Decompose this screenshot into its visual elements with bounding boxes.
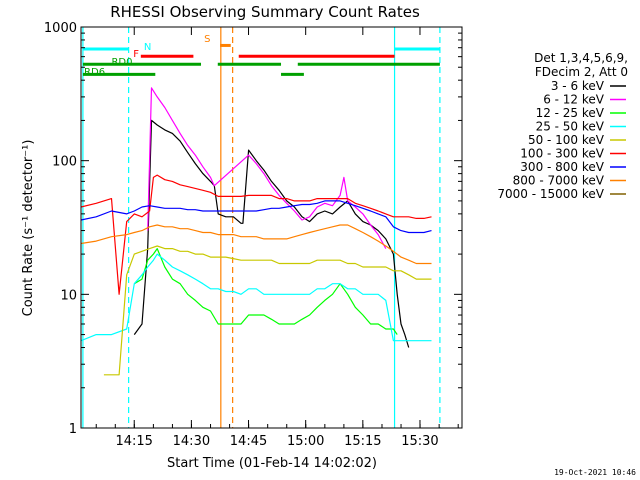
x-tick-label-0: 14:15 (115, 434, 152, 449)
flag-label-n: N (144, 42, 151, 53)
y-tick-label-3: 1000 (44, 21, 77, 36)
y-axis-ticks: 1 10 100 1000 (44, 21, 462, 437)
legend-entry-5: 100 - 300 keV (520, 147, 604, 161)
flag-bars (82, 43, 440, 76)
legend-header-0: Det 1,3,4,5,6,9, (534, 51, 628, 65)
series-line-2 (133, 248, 398, 335)
flag-labels: NF S RD0 RD6 (84, 34, 210, 78)
chart-title: RHESSI Observing Summary Count Rates (110, 3, 420, 21)
legend-entry-1: 6 - 12 keV (543, 93, 605, 107)
x-tick-label-4: 15:15 (344, 434, 381, 449)
series-line-6 (80, 200, 432, 234)
legend-entry-7: 800 - 7000 keV (513, 174, 605, 188)
x-axis-label: Start Time (01-Feb-14 14:02:02) (167, 456, 377, 471)
legend-entry-8: 7000 - 15000 keV (497, 187, 604, 201)
legend-entry-3: 25 - 50 keV (536, 120, 605, 134)
legend: Det 1,3,4,5,6,9,FDecim 2, Att 03 - 6 keV… (497, 51, 628, 201)
flag-label-f: F (133, 49, 139, 60)
y-tick-label-0: 1 (69, 422, 77, 437)
legend-entry-6: 300 - 800 keV (520, 160, 604, 174)
series-line-5 (80, 174, 432, 295)
x-tick-label-1: 14:30 (173, 434, 210, 449)
series-line-4 (103, 245, 432, 376)
y-tick-label-2: 100 (52, 155, 77, 170)
x-tick-label-2: 14:45 (230, 434, 267, 449)
x-axis-ticks: 14:15 14:30 14:45 15:00 15:15 15:30 (95, 27, 459, 449)
y-tick-label-1: 10 (60, 288, 77, 303)
flag-label-rd0: RD0 (111, 57, 132, 68)
footer-timestamp: 19-Oct-2021 10:46 (554, 468, 636, 477)
flag-label-s: S (204, 34, 210, 45)
legend-entry-2: 12 - 25 keV (536, 106, 605, 120)
series-lines (80, 87, 432, 376)
x-tick-label-3: 15:00 (287, 434, 324, 449)
legend-entry-4: 50 - 100 keV (528, 133, 605, 147)
series-line-3 (80, 253, 432, 342)
flag-label-rd6: RD6 (84, 67, 105, 78)
vertical-marker-lines (82, 27, 441, 428)
x-tick-label-5: 15:30 (401, 434, 438, 449)
y-axis-label: Count Rate (s⁻¹ detector⁻¹) (21, 140, 36, 317)
series-line-7 (80, 224, 432, 265)
plot-frame (80, 26, 463, 429)
series-line-0 (133, 119, 410, 348)
legend-header-1: FDecim 2, Att 0 (535, 65, 628, 79)
series-line-1 (147, 87, 387, 249)
legend-entry-0: 3 - 6 keV (551, 79, 605, 93)
